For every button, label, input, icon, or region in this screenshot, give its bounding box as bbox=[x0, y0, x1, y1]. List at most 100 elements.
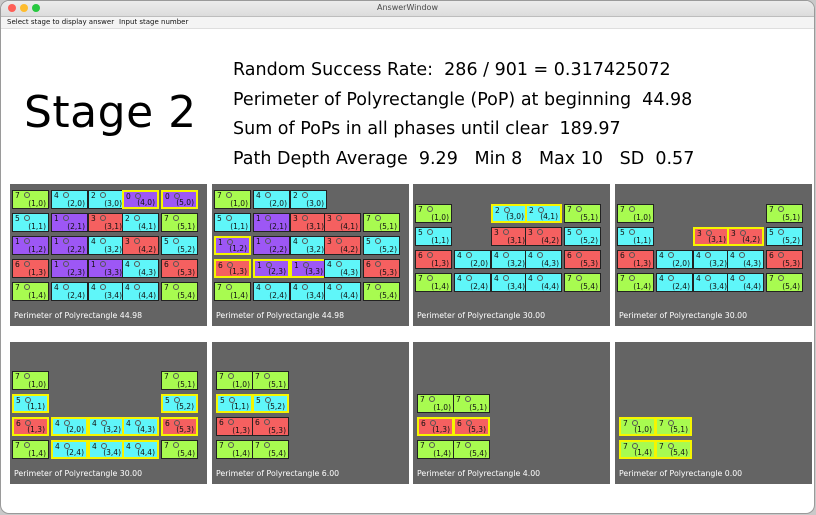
piece-number: 6 bbox=[255, 418, 260, 427]
piece-number: 7 bbox=[567, 273, 572, 283]
circle-icon bbox=[265, 192, 271, 198]
circle-icon bbox=[668, 251, 674, 258]
piece-coordinate: (3,2) bbox=[709, 258, 727, 268]
circle-icon bbox=[173, 442, 179, 448]
piece-number: 7 bbox=[15, 191, 20, 200]
piece-tile: 3 (4,2) bbox=[727, 226, 764, 246]
piece-coordinate: (5,3) bbox=[177, 268, 195, 277]
piece-number: 4 bbox=[55, 419, 60, 428]
piece-tile: 6 (1,3) bbox=[12, 417, 49, 436]
phase-panel-1: 7 (1,0) 4 (2,0) 2 (3,0) 0 (4,0) 0 (5,0) 5 (1,1) 1 (2,… bbox=[10, 184, 207, 326]
piece-coordinate: (1,3) bbox=[232, 426, 250, 435]
piece-number: 3 bbox=[327, 214, 332, 223]
piece-coordinate: (3,2) bbox=[104, 245, 122, 254]
piece-number: 6 bbox=[218, 261, 223, 270]
piece-coordinate: (1,3) bbox=[431, 258, 449, 268]
minimize-window-button[interactable] bbox=[20, 4, 28, 12]
circle-icon bbox=[427, 205, 433, 212]
piece-coordinate: (5,4) bbox=[177, 449, 195, 458]
piece-tile: 7 (1,0) bbox=[617, 203, 654, 223]
zoom-window-button[interactable] bbox=[32, 4, 40, 12]
piece-number: 7 bbox=[219, 372, 224, 381]
piece-coordinate: (5,2) bbox=[379, 245, 397, 254]
panel-perimeter-label: Perimeter of Polyrectangle 44.98 bbox=[216, 311, 345, 320]
piece-tile: 4 (4,4) bbox=[727, 272, 764, 292]
piece-tile: 0 (4,0) bbox=[122, 190, 159, 209]
piece-coordinate: (5,1) bbox=[379, 222, 397, 231]
piece-tile: 1 (2,1) bbox=[51, 213, 88, 232]
piece-coordinate: (3,4) bbox=[507, 281, 525, 291]
piece-tile: 7 (5,4) bbox=[161, 282, 198, 301]
piece-coordinate: (3,2) bbox=[103, 425, 121, 434]
piece-coordinate: (1,0) bbox=[633, 212, 651, 222]
circle-icon bbox=[229, 397, 235, 403]
piece-tile: 7 (1,4) bbox=[12, 282, 49, 301]
piece-coordinate: (5,4) bbox=[177, 291, 195, 300]
menu-select-stage[interactable]: Select stage to display answer bbox=[7, 18, 115, 26]
piece-coordinate: (3,1) bbox=[306, 222, 324, 231]
circle-icon bbox=[24, 215, 30, 221]
piece-coordinate: (2,1) bbox=[269, 222, 287, 231]
piece-number: 7 bbox=[456, 441, 461, 450]
piece-number: 0 bbox=[165, 192, 170, 201]
circle-icon bbox=[135, 420, 141, 426]
piece-tile: 5 (1,1) bbox=[216, 394, 253, 413]
piece-number: 3 bbox=[528, 227, 533, 237]
circle-icon bbox=[427, 251, 433, 258]
piece-coordinate: (5,2) bbox=[782, 235, 800, 245]
piece-tile: 7 (1,4) bbox=[214, 282, 251, 301]
piece-tile: 4 (2,4) bbox=[51, 440, 88, 459]
circle-icon bbox=[576, 205, 582, 212]
circle-icon bbox=[100, 238, 106, 244]
piece-tile: 6 (5,3) bbox=[161, 259, 198, 278]
piece-coordinate: (1,1) bbox=[230, 222, 248, 231]
piece-coordinate: (5,1) bbox=[670, 425, 688, 434]
piece-tile: 6 (5,3) bbox=[564, 249, 601, 269]
piece-coordinate: (2,2) bbox=[67, 245, 85, 254]
piece-number: 4 bbox=[327, 260, 332, 269]
piece-coordinate: (4,2) bbox=[340, 245, 358, 254]
piece-coordinate: (5,3) bbox=[782, 258, 800, 268]
circle-icon bbox=[227, 239, 233, 245]
panel-perimeter-label: Perimeter of Polyrectangle 0.00 bbox=[619, 469, 743, 478]
circle-icon bbox=[629, 205, 635, 212]
circle-icon bbox=[173, 373, 179, 379]
circle-icon bbox=[63, 192, 69, 198]
stat-sum-of-pops: Sum of PoPs in all phases until clear 18… bbox=[233, 119, 621, 139]
circle-icon bbox=[336, 215, 342, 221]
piece-number: 4 bbox=[55, 442, 60, 451]
circle-icon bbox=[63, 215, 69, 221]
circle-icon bbox=[228, 442, 234, 448]
piece-number: 2 bbox=[293, 191, 298, 200]
piece-tile: 4 (3,4) bbox=[88, 282, 125, 301]
piece-coordinate: (4,3) bbox=[137, 425, 155, 434]
piece-number: 6 bbox=[366, 260, 371, 269]
piece-tile: 6 (5,3) bbox=[766, 249, 803, 269]
piece-tile: 1 (2,1) bbox=[253, 213, 290, 232]
piece-number: 2 bbox=[91, 191, 96, 200]
piece-tile: 7 (1,0) bbox=[12, 371, 49, 390]
circle-icon bbox=[226, 284, 232, 290]
menu-input-stage-number[interactable]: Input stage number bbox=[119, 18, 189, 26]
piece-coordinate: (4,3) bbox=[138, 268, 156, 277]
circle-icon bbox=[265, 215, 271, 221]
circle-icon bbox=[173, 215, 179, 221]
piece-coordinate: (5,4) bbox=[782, 281, 800, 291]
piece-tile: 4 (4,4) bbox=[525, 272, 562, 292]
piece-tile: 3 (4,2) bbox=[525, 226, 562, 246]
phase-panel-5: 7 (1,0) 7 (5,1) 5 (1,1) 5 (5,2) 6 (1,3) 4 (2,0) 4 (3,… bbox=[10, 342, 207, 484]
piece-tile: 4 (2,4) bbox=[51, 282, 88, 301]
piece-tile: 7 (1,0) bbox=[214, 190, 251, 209]
stat-path-depth: Path Depth Average 9.29 Min 8 Max 10 SD … bbox=[233, 149, 695, 169]
circle-icon bbox=[302, 238, 308, 244]
piece-tile: 4 (3,4) bbox=[290, 282, 327, 301]
close-window-button[interactable] bbox=[8, 4, 16, 12]
piece-coordinate: (3,0) bbox=[506, 211, 524, 221]
circle-icon bbox=[629, 228, 635, 235]
piece-coordinate: (3,1) bbox=[507, 235, 525, 245]
piece-tile: 4 (2,4) bbox=[454, 272, 491, 292]
piece-tile: 1 (3,3) bbox=[290, 259, 327, 278]
piece-coordinate: (3,4) bbox=[306, 291, 324, 300]
piece-tile: 6 (5,3) bbox=[161, 417, 198, 436]
stat-initial-perimeter: Perimeter of Polyrectangle (PoP) at begi… bbox=[233, 90, 693, 110]
